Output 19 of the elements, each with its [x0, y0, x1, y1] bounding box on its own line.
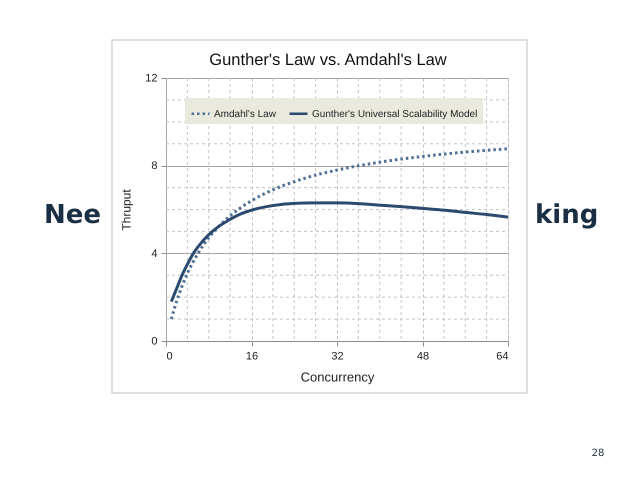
x-tick-label: 32 — [331, 350, 344, 362]
line-series — [170, 201, 510, 304]
y-tick-label: 0 — [151, 336, 158, 348]
x-tick-label: 16 — [246, 350, 258, 362]
line-series — [170, 147, 510, 321]
y-tick-label: 4 — [151, 248, 158, 260]
y-tick-label: 12 — [145, 72, 158, 84]
legend-label: Gunther's Universal Scalability Model — [312, 108, 478, 120]
text: Nee — [44, 200, 102, 230]
x-tick-label: 0 — [166, 350, 173, 362]
chart-title: Gunther's Law vs. Amdahl's Law — [209, 50, 447, 69]
x-axis-title: Concurrency — [300, 370, 375, 384]
x-tick-label: 64 — [496, 350, 508, 362]
text: 28 — [592, 448, 604, 459]
text: king — [535, 200, 598, 230]
legend-label: Amdahl's Law — [214, 108, 277, 120]
x-tick-label: 48 — [416, 350, 430, 362]
y-tick-label: 8 — [151, 160, 158, 172]
y-axis-title: Thruput — [119, 188, 134, 231]
